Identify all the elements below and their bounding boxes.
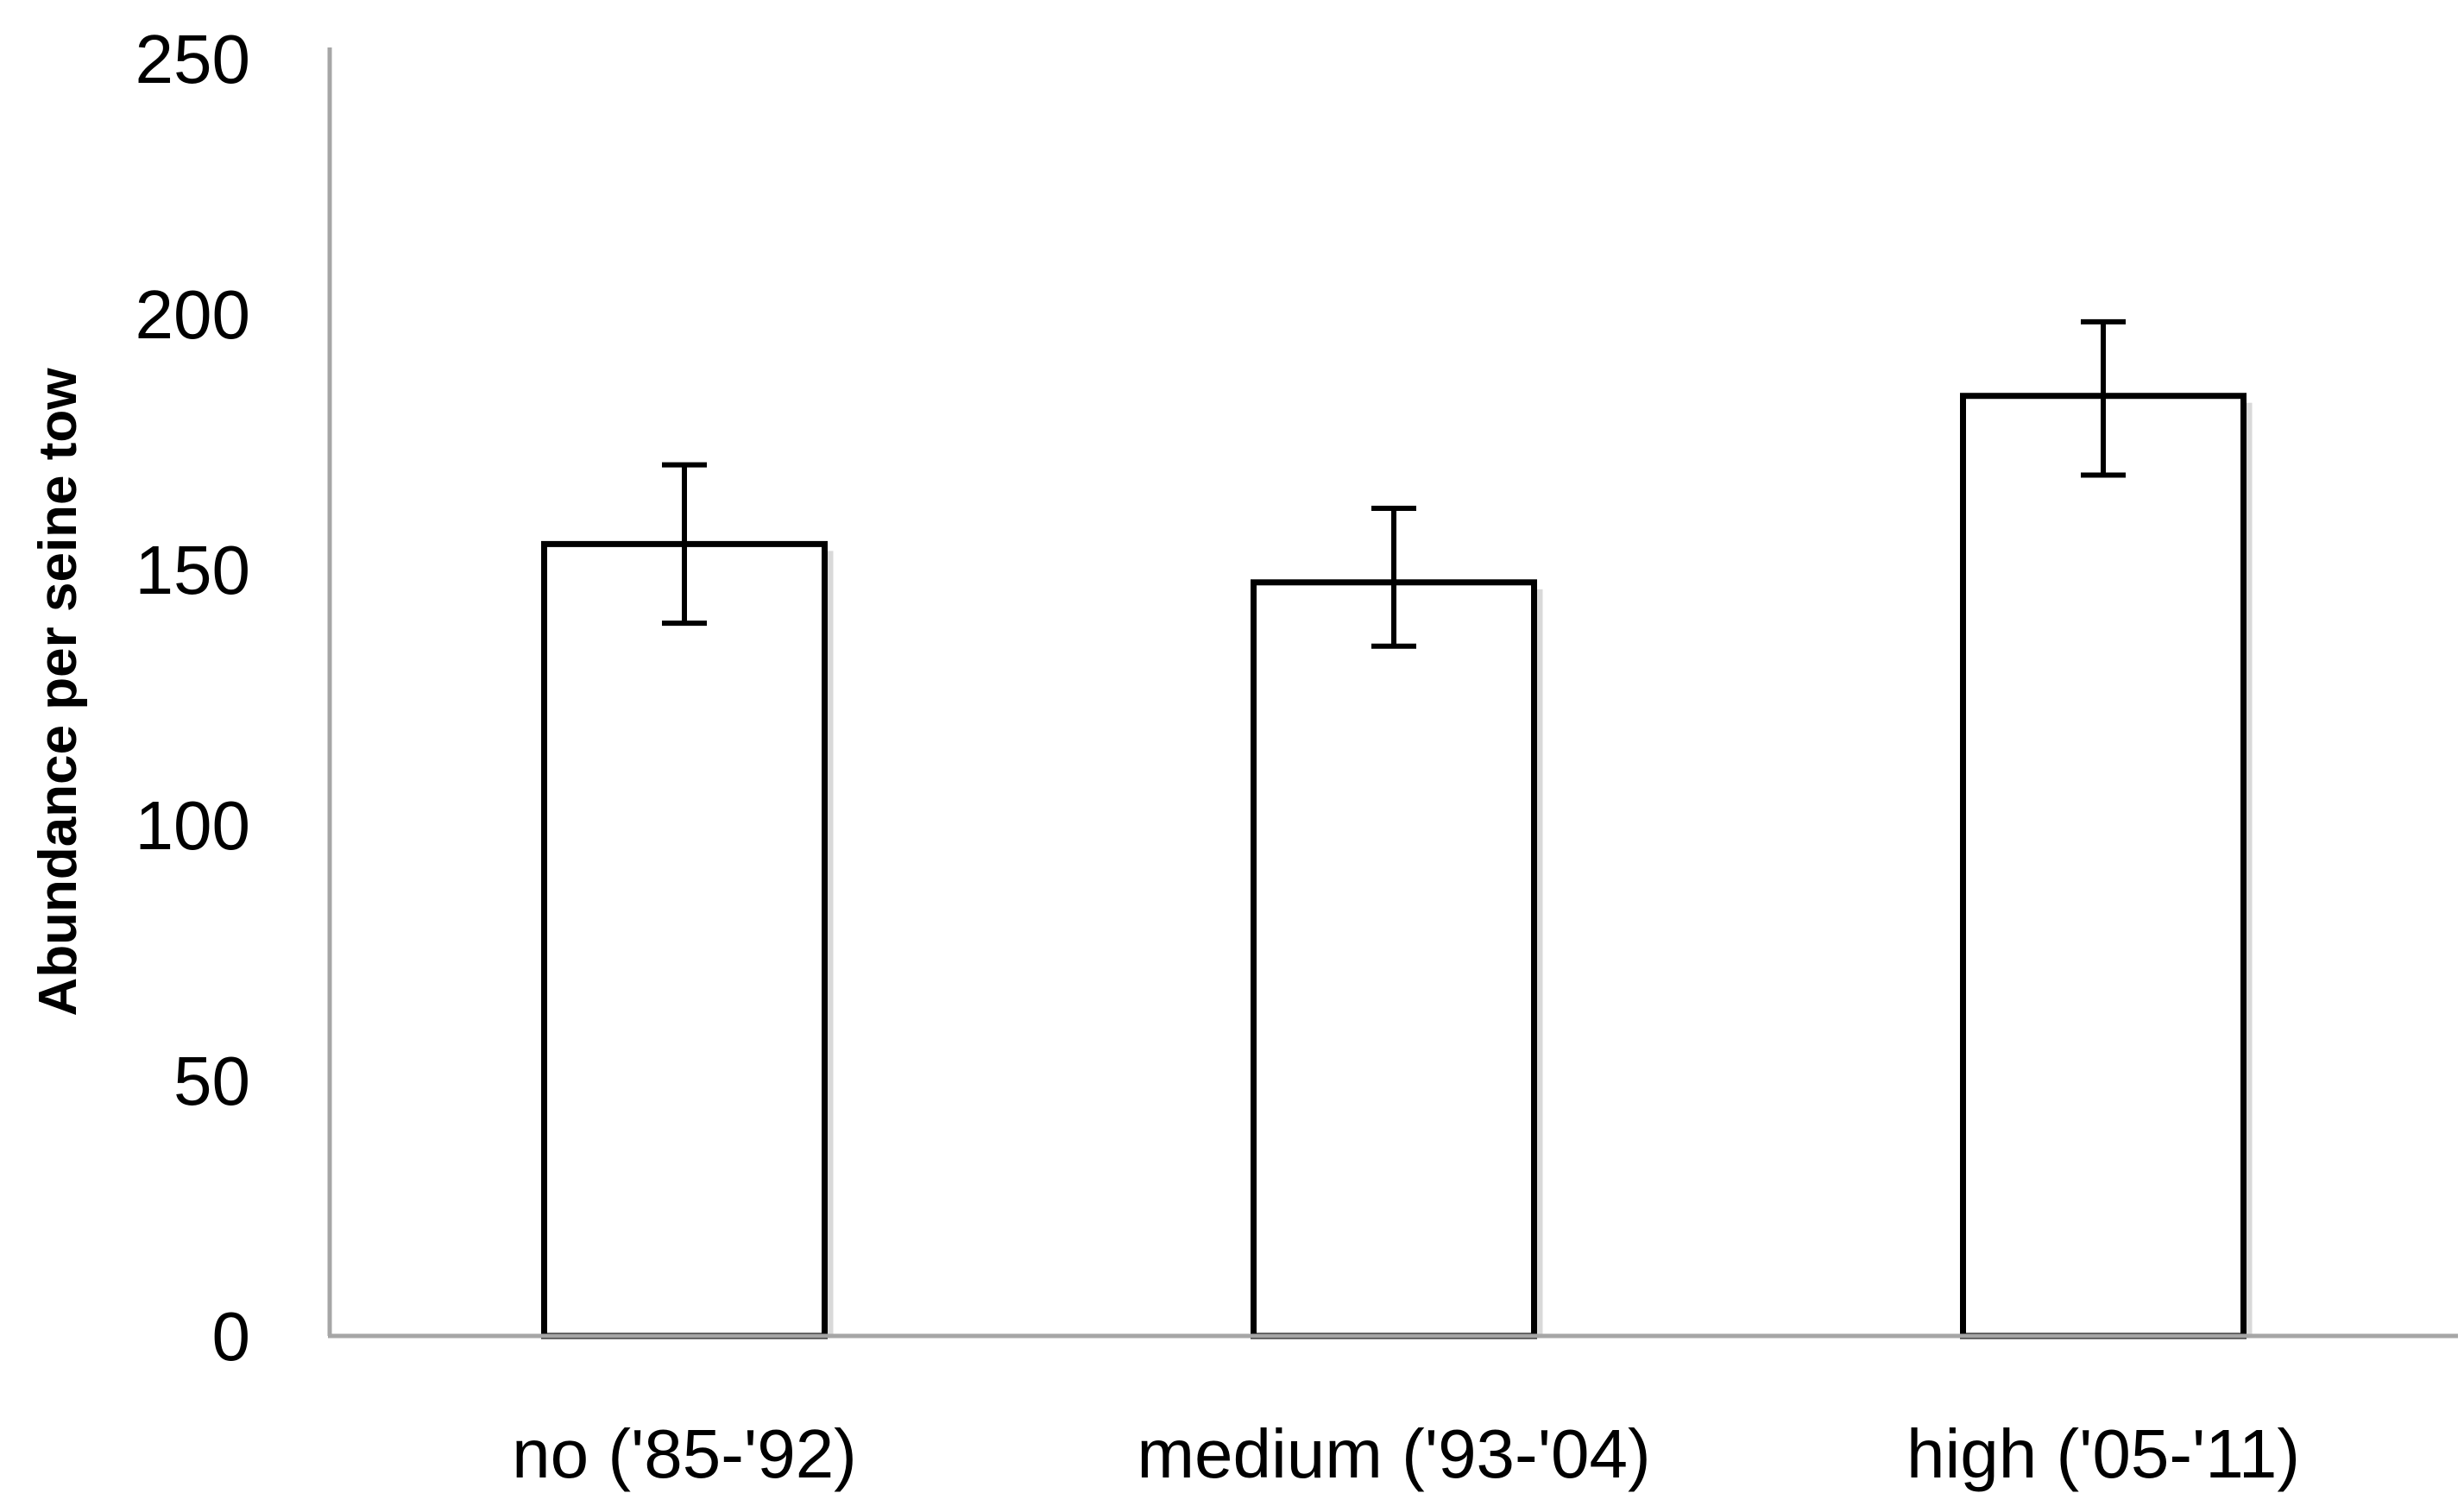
y-tick-label: 100 (135, 787, 250, 864)
x-axis-labels: no ('85-'92) medium ('93-'04) high ('05-'1… (512, 1415, 2300, 1492)
x-tick-label: high ('05-'11) (1906, 1415, 2300, 1492)
y-tick-label: 0 (212, 1298, 251, 1375)
bar (541, 540, 828, 1339)
bar (1251, 579, 1537, 1339)
bars (541, 393, 2253, 1339)
bar (1960, 393, 2247, 1339)
y-axis-title: Abundance per seine tow (28, 368, 88, 1017)
y-axis-ticks: 0 50 100 150 200 250 (135, 21, 250, 1375)
x-tick-label: no ('85-'92) (512, 1415, 857, 1492)
y-tick-label: 200 (135, 276, 250, 353)
x-tick-label: medium ('93-'04) (1137, 1415, 1650, 1492)
y-tick-label: 150 (135, 532, 250, 608)
error-bars (662, 318, 2126, 649)
y-tick-label: 250 (135, 21, 250, 98)
y-tick-label: 50 (173, 1043, 250, 1119)
